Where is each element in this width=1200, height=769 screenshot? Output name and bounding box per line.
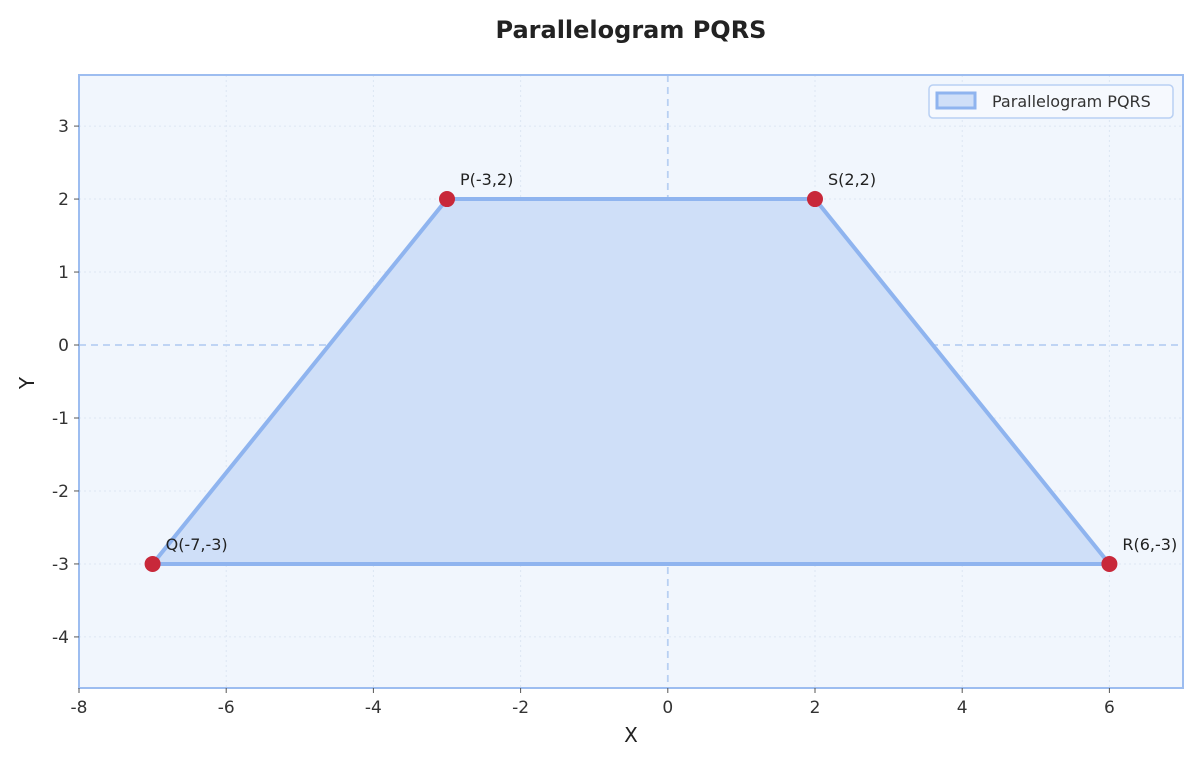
y-tick-label: 1 <box>58 263 69 283</box>
legend-swatch <box>935 91 977 110</box>
x-tick-label: 4 <box>957 698 968 718</box>
legend[interactable]: Parallelogram PQRS <box>928 84 1174 119</box>
legend-box <box>928 84 1174 119</box>
tick-layer: -8 -6 -4 -2 0 2 4 6 -4 -3 -2 -1 0 1 2 3 <box>52 117 1115 718</box>
point-p-label: P(-3,2) <box>460 170 513 189</box>
y-tick-label: -3 <box>52 555 69 575</box>
point-r-label: R(6,-3) <box>1122 535 1177 554</box>
plot-frame <box>78 74 1184 689</box>
x-tick-label: -2 <box>512 698 529 718</box>
y-tick-label: 0 <box>58 336 69 356</box>
point-s-marker <box>807 191 823 208</box>
y-tick-label: -2 <box>52 482 69 502</box>
y-tick-label: -1 <box>52 409 69 429</box>
point-s-label: S(2,2) <box>828 170 876 189</box>
x-tick-label: -6 <box>218 698 235 718</box>
series-layer: P(-3,2) Q(-7,-3) R(6,-3) S(2,2) <box>144 170 1177 572</box>
y-axis-label: Y <box>15 376 39 390</box>
x-tick-label: -8 <box>71 698 88 718</box>
point-q-label: Q(-7,-3) <box>166 535 228 554</box>
y-tick-label: -4 <box>52 628 69 648</box>
chart-title: Parallelogram PQRS <box>496 16 767 44</box>
x-tick-label: 6 <box>1104 698 1115 718</box>
point-r-marker <box>1101 555 1118 572</box>
y-tick-label: 3 <box>58 117 69 137</box>
x-tick-label: 2 <box>810 698 821 718</box>
y-tick-label: 2 <box>58 190 69 210</box>
point-p-marker <box>439 191 455 208</box>
x-tick-label: 0 <box>662 698 673 718</box>
legend-label: Parallelogram PQRS <box>992 92 1151 111</box>
x-tick-label: -4 <box>365 698 382 718</box>
point-q-marker <box>144 555 161 572</box>
x-axis-label: X <box>624 723 638 747</box>
